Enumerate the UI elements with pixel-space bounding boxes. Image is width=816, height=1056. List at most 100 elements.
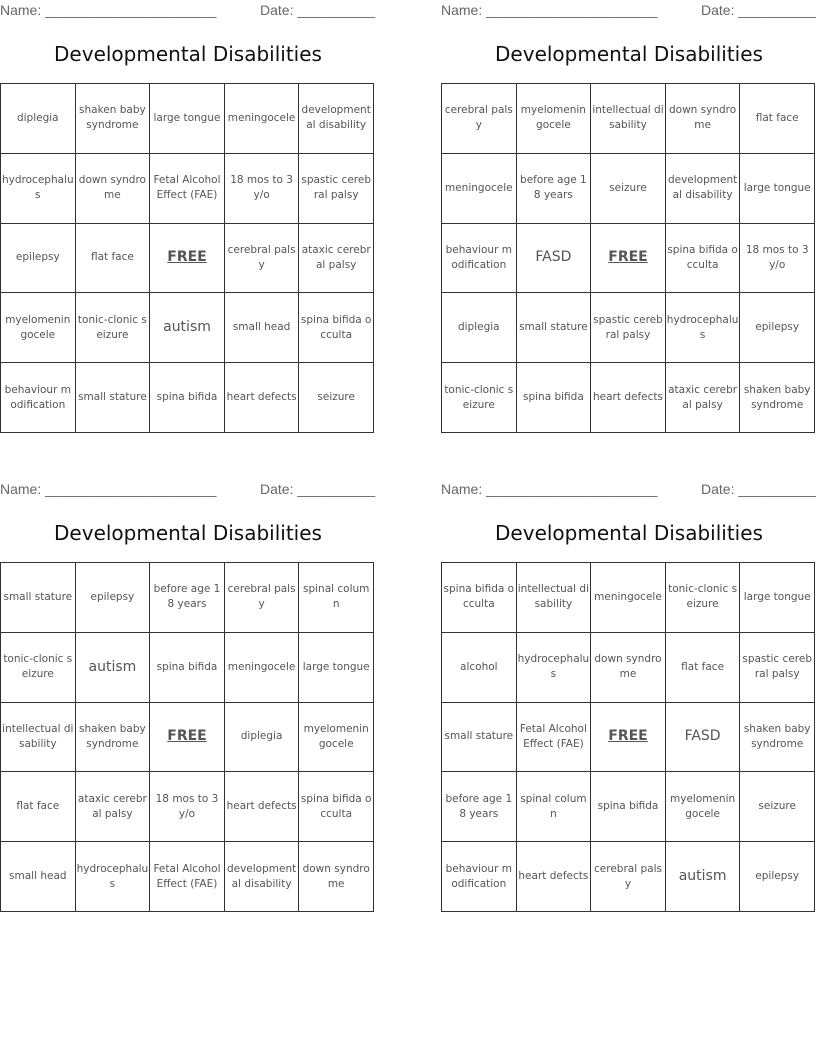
bingo-cell[interactable]: spina bifida bbox=[150, 363, 225, 433]
bingo-cell[interactable]: epilepsy bbox=[740, 842, 815, 912]
bingo-cell[interactable]: autism bbox=[150, 293, 225, 364]
bingo-cell[interactable]: cerebral palsy bbox=[224, 563, 300, 633]
date-field[interactable]: Date: __________ bbox=[701, 2, 816, 18]
bingo-cell[interactable]: intellectual disability bbox=[516, 563, 592, 633]
bingo-cell[interactable]: epilepsy bbox=[1, 223, 76, 294]
bingo-cell[interactable]: heart defects bbox=[591, 363, 666, 433]
bingo-cell-free[interactable]: FREE bbox=[150, 223, 225, 294]
bingo-cell[interactable]: meningocele bbox=[224, 84, 300, 154]
bingo-cell[interactable]: before age 18 years bbox=[150, 563, 225, 633]
bingo-cell[interactable]: 18 mos to 3 y/o bbox=[150, 772, 225, 843]
bingo-cell[interactable]: spina bifida bbox=[591, 772, 666, 843]
bingo-cell[interactable]: cerebral palsy bbox=[224, 223, 300, 294]
bingo-cell[interactable]: shaken baby syndrome bbox=[75, 702, 151, 773]
bingo-cell[interactable]: heart defects bbox=[224, 363, 300, 433]
bingo-cell[interactable]: myelomeningocele bbox=[665, 772, 741, 843]
bingo-cell[interactable]: spina bifida occulta bbox=[299, 293, 374, 364]
bingo-cell[interactable]: developmental disability bbox=[665, 153, 741, 224]
bingo-cell[interactable]: seizure bbox=[591, 153, 666, 224]
bingo-cell[interactable]: FASD bbox=[516, 223, 592, 294]
bingo-cell[interactable]: behaviour modification bbox=[442, 223, 517, 294]
bingo-cell[interactable]: epilepsy bbox=[75, 563, 151, 633]
bingo-cell[interactable]: small stature bbox=[1, 563, 76, 633]
bingo-cell[interactable]: small head bbox=[224, 293, 300, 364]
bingo-cell[interactable]: hydrocephalus bbox=[516, 632, 592, 703]
bingo-cell[interactable]: developmental disability bbox=[224, 842, 300, 912]
bingo-cell[interactable]: down syndrome bbox=[591, 632, 666, 703]
bingo-cell[interactable]: large tongue bbox=[740, 153, 815, 224]
bingo-cell[interactable]: flat face bbox=[665, 632, 741, 703]
bingo-cell[interactable]: ataxic cerebral palsy bbox=[75, 772, 151, 843]
bingo-cell[interactable]: tonic-clonic seizure bbox=[1, 632, 76, 703]
bingo-cell[interactable]: spinal column bbox=[299, 563, 374, 633]
bingo-cell[interactable]: myelomeningocele bbox=[516, 84, 592, 154]
bingo-cell[interactable]: ataxic cerebral palsy bbox=[665, 363, 741, 433]
bingo-cell[interactable]: behaviour modification bbox=[442, 842, 517, 912]
name-field[interactable]: Name: ______________________ bbox=[0, 2, 217, 18]
bingo-cell[interactable]: meningocele bbox=[591, 563, 666, 633]
bingo-cell[interactable]: flat face bbox=[1, 772, 76, 843]
name-field[interactable]: Name: ______________________ bbox=[441, 481, 658, 497]
bingo-cell[interactable]: autism bbox=[665, 842, 741, 912]
bingo-cell[interactable]: shaken baby syndrome bbox=[75, 84, 151, 154]
bingo-cell[interactable]: intellectual disability bbox=[591, 84, 666, 154]
bingo-cell[interactable]: developmental disability bbox=[299, 84, 374, 154]
bingo-cell[interactable]: alcohol bbox=[442, 632, 517, 703]
bingo-cell[interactable]: large tongue bbox=[150, 84, 225, 154]
bingo-cell[interactable]: diplegia bbox=[1, 84, 76, 154]
bingo-cell[interactable]: intellectual disability bbox=[1, 702, 76, 773]
bingo-cell[interactable]: flat face bbox=[740, 84, 815, 154]
bingo-cell[interactable]: tonic-clonic seizure bbox=[75, 293, 151, 364]
bingo-cell[interactable]: meningocele bbox=[224, 632, 300, 703]
bingo-cell[interactable]: heart defects bbox=[224, 772, 300, 843]
bingo-cell[interactable]: spastic cerebral palsy bbox=[740, 632, 815, 703]
bingo-cell[interactable]: hydrocephalus bbox=[75, 842, 151, 912]
bingo-cell[interactable]: hydrocephalus bbox=[1, 153, 76, 224]
date-field[interactable]: Date: __________ bbox=[701, 481, 816, 497]
bingo-cell-free[interactable]: FREE bbox=[591, 702, 666, 773]
name-field[interactable]: Name: ______________________ bbox=[441, 2, 658, 18]
bingo-cell[interactable]: down syndrome bbox=[665, 84, 741, 154]
bingo-cell[interactable]: flat face bbox=[75, 223, 151, 294]
bingo-cell[interactable]: diplegia bbox=[442, 293, 517, 364]
bingo-cell[interactable]: ataxic cerebral palsy bbox=[299, 223, 374, 294]
bingo-cell[interactable]: shaken baby syndrome bbox=[740, 702, 815, 773]
bingo-cell[interactable]: before age 18 years bbox=[442, 772, 517, 843]
date-field[interactable]: Date: __________ bbox=[260, 481, 376, 497]
bingo-cell[interactable]: seizure bbox=[299, 363, 374, 433]
bingo-cell[interactable]: small stature bbox=[516, 293, 592, 364]
bingo-cell[interactable]: cerebral palsy bbox=[591, 842, 666, 912]
bingo-cell[interactable]: Fetal Alcohol Effect (FAE) bbox=[516, 702, 592, 773]
bingo-cell[interactable]: spina bifida bbox=[150, 632, 225, 703]
bingo-cell[interactable]: tonic-clonic seizure bbox=[442, 363, 517, 433]
bingo-cell[interactable]: small stature bbox=[442, 702, 517, 773]
bingo-cell[interactable]: heart defects bbox=[516, 842, 592, 912]
bingo-cell[interactable]: before age 18 years bbox=[516, 153, 592, 224]
bingo-cell[interactable]: Fetal Alcohol Effect (FAE) bbox=[150, 842, 225, 912]
bingo-cell[interactable]: diplegia bbox=[224, 702, 300, 773]
bingo-cell-free[interactable]: FREE bbox=[591, 223, 666, 294]
bingo-cell[interactable]: spina bifida bbox=[516, 363, 592, 433]
bingo-cell[interactable]: myelomeningocele bbox=[299, 702, 374, 773]
bingo-cell-free[interactable]: FREE bbox=[150, 702, 225, 773]
bingo-cell[interactable]: 18 mos to 3 y/o bbox=[224, 153, 300, 224]
bingo-cell[interactable]: down syndrome bbox=[299, 842, 374, 912]
bingo-cell[interactable]: autism bbox=[75, 632, 151, 703]
bingo-cell[interactable]: hydrocephalus bbox=[665, 293, 741, 364]
bingo-cell[interactable]: myelomeningocele bbox=[1, 293, 76, 364]
bingo-cell[interactable]: small head bbox=[1, 842, 76, 912]
bingo-cell[interactable]: spastic cerebral palsy bbox=[299, 153, 374, 224]
bingo-cell[interactable]: down syndrome bbox=[75, 153, 151, 224]
bingo-cell[interactable]: large tongue bbox=[299, 632, 374, 703]
bingo-cell[interactable]: small stature bbox=[75, 363, 151, 433]
bingo-cell[interactable]: 18 mos to 3 y/o bbox=[740, 223, 815, 294]
bingo-cell[interactable]: spinal column bbox=[516, 772, 592, 843]
date-field[interactable]: Date: __________ bbox=[260, 2, 376, 18]
bingo-cell[interactable]: spastic cerebral palsy bbox=[591, 293, 666, 364]
name-field[interactable]: Name: ______________________ bbox=[0, 481, 217, 497]
bingo-cell[interactable]: spina bifida occulta bbox=[299, 772, 374, 843]
bingo-cell[interactable]: behaviour modification bbox=[1, 363, 76, 433]
bingo-cell[interactable]: cerebral palsy bbox=[442, 84, 517, 154]
bingo-cell[interactable]: FASD bbox=[665, 702, 741, 773]
bingo-cell[interactable]: spina bifida occulta bbox=[665, 223, 741, 294]
